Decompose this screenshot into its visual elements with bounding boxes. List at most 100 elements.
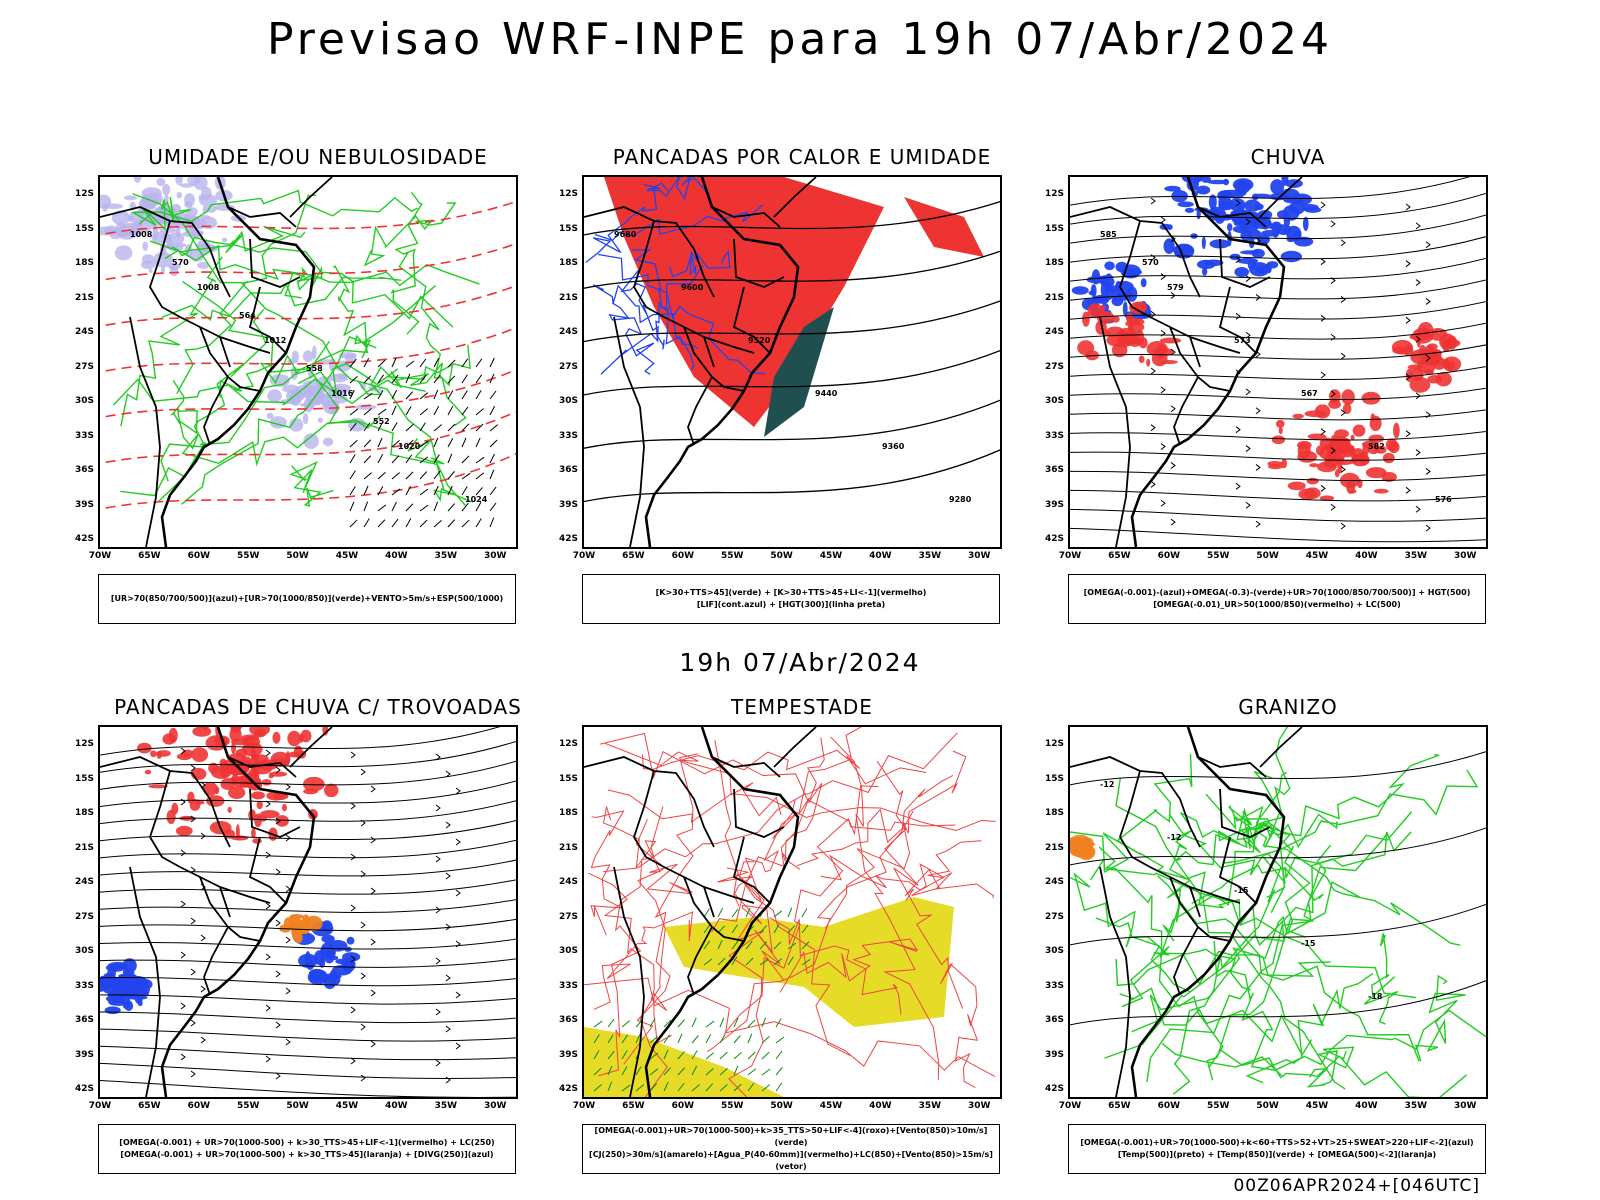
lon-tick-label: 55W	[720, 1101, 744, 1111]
wind-vector	[391, 389, 398, 400]
rain-red	[1352, 424, 1366, 437]
legend-line-1: [OMEGA(-0.001)+UR>70(1000-500)+k>35_TTS>…	[594, 1126, 988, 1147]
isoline	[1070, 751, 1486, 786]
lon-tick-label: 40W	[385, 1101, 408, 1111]
arrowhead	[1170, 518, 1176, 526]
wind-vector	[719, 1051, 728, 1060]
wind-vector	[593, 1034, 600, 1044]
wind-vector	[447, 405, 454, 416]
wind-vector	[363, 472, 372, 480]
border-line	[773, 177, 817, 218]
omega-blue	[1257, 234, 1270, 245]
arrowhead	[350, 751, 356, 759]
arrowhead	[435, 855, 441, 863]
lavender-shading	[312, 345, 317, 360]
lat-tick-label: 12S	[1044, 739, 1064, 749]
arrowhead	[265, 749, 271, 757]
streamline	[1070, 366, 1486, 380]
wind-vector	[717, 907, 724, 918]
lat-tick-label: 12S	[74, 739, 94, 749]
arrowhead	[1245, 388, 1251, 396]
arrowhead	[1255, 464, 1261, 471]
border-line	[219, 336, 271, 354]
streamline	[1070, 236, 1486, 263]
contour-label: 582	[1368, 442, 1385, 451]
lavender-shading	[123, 195, 137, 201]
rain-red	[1373, 488, 1389, 494]
isoline	[1070, 979, 1486, 1026]
arrowhead	[265, 851, 271, 859]
arrowhead	[1160, 499, 1166, 507]
wind-vector	[621, 1066, 628, 1076]
lat-tick-label: 39S	[74, 1049, 94, 1060]
rain-red	[1297, 450, 1318, 463]
arrowhead	[1235, 426, 1241, 434]
arrowhead	[435, 957, 441, 965]
border-line	[1119, 220, 1201, 368]
wind-vector	[363, 357, 370, 368]
wind-vector	[649, 1052, 659, 1060]
lon-tick-label: 50W	[286, 1101, 309, 1111]
map-plot: 1008 1008 1012 1016 1020 1024 570 564 558 552	[98, 175, 518, 549]
lat-tick-label: 30S	[74, 946, 94, 956]
wind-vector	[489, 357, 495, 368]
rain-red	[1082, 311, 1090, 327]
border-line	[732, 286, 771, 354]
arrowhead	[1425, 298, 1431, 305]
lat-tick-label: 39S	[1044, 1049, 1064, 1060]
wind-vector	[703, 940, 711, 950]
wind-vector	[745, 907, 751, 918]
border-line	[248, 286, 287, 354]
lavender-shading	[221, 237, 228, 243]
arrowhead	[435, 1059, 441, 1067]
water-contour	[588, 872, 672, 1044]
contour-label: 1008	[130, 230, 153, 239]
wind-vector	[349, 470, 356, 480]
storm-red	[150, 750, 157, 758]
wind-vector	[461, 390, 468, 400]
wind-vector	[349, 408, 359, 416]
wind-vector	[475, 374, 483, 384]
lon-tick-label: 35W	[434, 1101, 458, 1111]
arrowhead	[1320, 428, 1326, 436]
wind-vector	[761, 1068, 771, 1076]
arrowhead	[180, 1053, 186, 1061]
arrowhead	[265, 1004, 271, 1012]
border-line	[1189, 886, 1241, 904]
wind-vector	[773, 910, 783, 918]
border-line	[219, 886, 271, 904]
lat-tick-label: 42S	[1044, 1084, 1064, 1094]
isoline	[584, 449, 1000, 503]
wind-vector	[703, 958, 713, 966]
omega-orange	[1070, 843, 1074, 849]
rain-red	[1309, 463, 1319, 468]
lat-tick-label: 39S	[74, 499, 94, 510]
arrowhead	[1235, 482, 1241, 490]
rain-red	[1271, 435, 1286, 445]
omega-blue	[1240, 229, 1253, 242]
arrowhead	[370, 836, 376, 844]
arrowhead	[455, 787, 461, 795]
isoline	[100, 326, 516, 373]
streamline	[1070, 344, 1486, 360]
lon-tick-label: 40W	[1355, 1101, 1378, 1111]
border-line	[733, 788, 785, 838]
lon-tick-label: 70W	[1058, 1101, 1082, 1111]
arrowhead	[1415, 505, 1421, 513]
rain-red	[1319, 495, 1335, 501]
panel-tempestade: TEMPESTADE [OMEGA(-0.001)+UR>70(1000-500…	[542, 695, 1042, 1195]
arrowhead	[190, 1019, 196, 1027]
lat-tick-label: 30S	[1044, 396, 1064, 406]
streamline	[1070, 489, 1486, 502]
contour-label: -15	[1234, 886, 1249, 895]
arrowhead	[1320, 484, 1326, 492]
panel-granizo: GRANIZO -12 -12 -15 -15 -18 [OMEGA(-0.001)+U…	[1028, 695, 1528, 1195]
divergence-blue	[308, 975, 330, 983]
contour-label: -12	[1100, 780, 1114, 789]
omega-blue	[1266, 261, 1279, 269]
contour-label: 9440	[815, 389, 838, 398]
lon-tick-label: 35W	[918, 551, 942, 561]
lavender-shading	[133, 177, 142, 183]
arrowhead	[275, 970, 281, 978]
wind-vector	[447, 453, 453, 464]
